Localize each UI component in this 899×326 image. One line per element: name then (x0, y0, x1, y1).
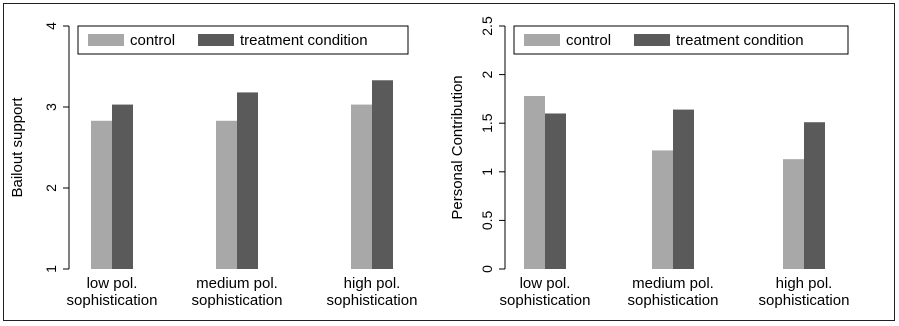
x-category-label: sophistication (327, 292, 418, 309)
x-category-label: sophistication (67, 292, 158, 309)
x-category-label: medium pol. (196, 275, 278, 292)
treatment-bar (673, 109, 694, 269)
y-tick-label: 2.5 (479, 16, 495, 36)
legend-label-treatment: treatment condition (676, 32, 804, 49)
x-category-label: sophistication (192, 292, 283, 309)
personal-contribution-chart: 0 0.5 1 1.5 2 2.5 Personal Contribution low pol… (449, 16, 850, 309)
figure-frame (3, 3, 895, 321)
y-tick-label: 1.5 (479, 113, 495, 133)
x-category-label: sophistication (759, 292, 850, 309)
control-bar (524, 95, 545, 269)
y-tick-label: 2 (43, 184, 59, 192)
bailout-support-chart-panel: 1 2 3 4 Bailout support low pol. sophisticatio… (6, 8, 444, 320)
legend-swatch-control (88, 34, 124, 46)
treatment-bar (372, 80, 393, 270)
y-tick-label: 0 (479, 265, 495, 273)
control-bar (216, 120, 237, 270)
legend-swatch-treatment (634, 34, 670, 46)
y-tick-label: 3 (43, 103, 59, 111)
x-category-label: sophistication (500, 292, 591, 309)
x-category-label: high pol. (776, 275, 833, 292)
y-tick-label: 4 (43, 22, 59, 30)
treatment-bar (804, 122, 825, 269)
y-tick-label: 0.5 (479, 210, 495, 230)
legend-box (77, 25, 409, 55)
x-category-label: sophistication (628, 292, 719, 309)
legend-swatch-control (524, 34, 560, 46)
personal-contribution-chart-panel: 0 0.5 1 1.5 2 2.5 Personal Contribution low pol… (448, 8, 886, 320)
treatment-bar (112, 104, 133, 269)
x-category-label: low pol. (520, 275, 571, 292)
legend-box (513, 25, 849, 55)
legend-label-control: control (130, 32, 175, 49)
y-axis-title: Bailout support (9, 97, 26, 198)
x-category-label: medium pol. (632, 275, 714, 292)
x-category-label: low pol. (87, 275, 138, 292)
treatment-bar (545, 113, 566, 269)
x-category-label: high pol. (344, 275, 401, 292)
legend-swatch-treatment (198, 34, 234, 46)
control-bar (351, 104, 372, 269)
y-axis-title: Personal Contribution (449, 75, 466, 219)
control-bar (652, 150, 673, 269)
y-tick-label: 1 (43, 265, 59, 273)
legend-label-treatment: treatment condition (240, 32, 368, 49)
control-bar (783, 159, 804, 269)
legend-label-control: control (566, 32, 611, 49)
y-tick-label: 2 (479, 70, 495, 78)
treatment-bar (237, 92, 258, 269)
control-bar (91, 120, 112, 270)
y-tick-label: 1 (479, 168, 495, 176)
